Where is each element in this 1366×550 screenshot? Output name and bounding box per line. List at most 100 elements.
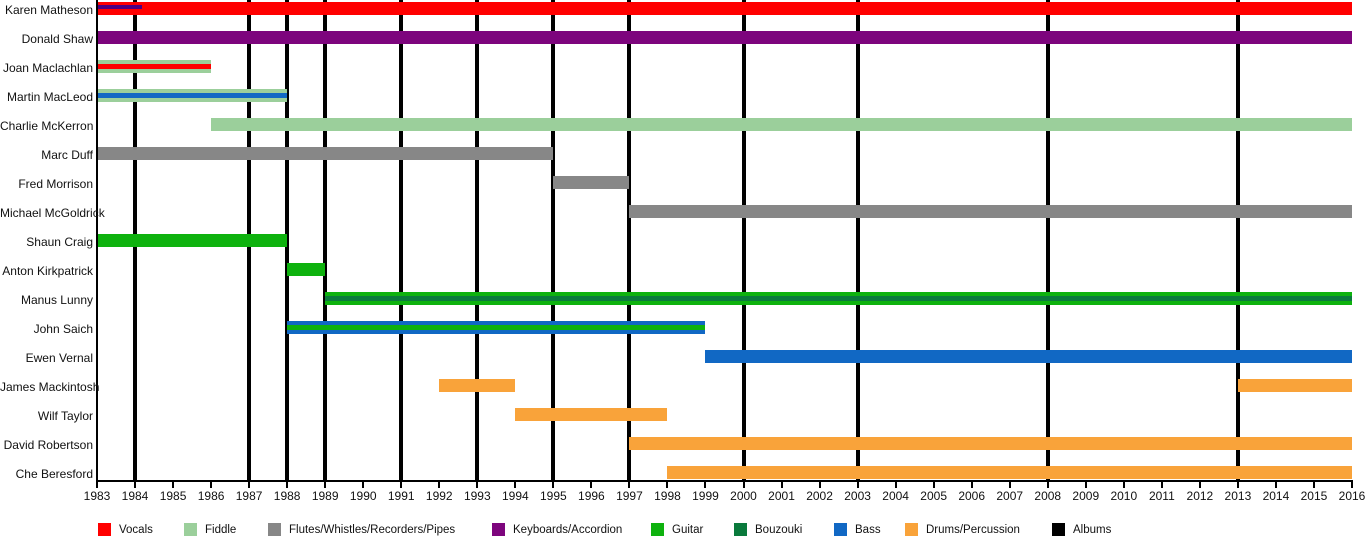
album-line-1993 [475,0,480,481]
legend-swatch-flutes [268,523,281,536]
x-tick-label-2002: 2002 [806,489,833,503]
x-tick-label-1988: 1988 [273,489,301,503]
legend-label-bouzouki: Bouzouki [755,524,803,536]
x-tick-label-1999: 1999 [692,489,719,503]
x-tick-label-2015: 2015 [1300,489,1328,503]
timeline-bar-michael-mcgoldrick-0 [629,205,1352,218]
x-tick-label-1994: 1994 [501,489,529,503]
legend-label-fiddle: Fiddle [205,524,237,536]
timeline-bar-david-robertson-0 [629,437,1352,450]
bar-overlay-overlay_purple [98,5,142,9]
timeline-bar-shaun-craig-0 [97,234,288,247]
legend-swatch-guitar [651,523,664,536]
x-tick-label-2005: 2005 [920,489,947,503]
album-line-2000 [741,0,746,481]
x-tick-label-2009: 2009 [1072,489,1100,503]
x-tick-label-1986: 1986 [197,489,225,503]
y-axis-line [96,0,98,481]
legend-swatch-fiddle [184,523,197,536]
row-label-karen-matheson: Karen Matheson [4,2,93,17]
x-axis-line [96,480,1353,482]
row-label-fred-morrison: Fred Morrison [18,176,93,191]
x-tick-1986 [210,482,213,488]
timeline-bar-fred-morrison-0 [553,176,630,189]
x-tick-1992 [438,482,441,488]
x-tick-1991 [400,482,403,488]
x-tick-2002 [818,482,821,488]
x-tick-2000 [742,482,745,488]
x-tick-2005 [932,482,935,488]
row-label-anton-kirkpatrick: Anton Kirkpatrick [2,263,93,278]
x-tick-2009 [1084,482,1087,488]
x-tick-label-1997: 1997 [616,489,643,503]
row-label-manus-lunny: Manus Lunny [20,292,93,307]
row-label-joan-maclachlan: Joan Maclachlan [2,60,93,75]
bar-stripe-vocals [97,64,212,69]
x-tick-1990 [362,482,365,488]
x-tick-2011 [1160,482,1163,488]
x-tick-1984 [134,482,137,488]
legend-swatch-bouzouki [734,523,747,536]
x-tick-label-1987: 1987 [235,489,263,503]
x-tick-label-1995: 1995 [540,489,567,503]
legend-swatch-drums [905,523,918,536]
x-tick-2004 [894,482,897,488]
x-tick-label-2011: 2011 [1148,489,1175,503]
x-tick-1989 [324,482,327,488]
x-tick-label-1990: 1990 [349,489,377,503]
legend-swatch-bass [834,523,847,536]
x-tick-2001 [780,482,783,488]
x-tick-label-2007: 2007 [996,489,1024,503]
x-tick-label-1992: 1992 [425,489,453,503]
x-tick-1995 [552,482,555,488]
row-label-john-saich: John Saich [33,321,93,336]
x-tick-label-2000: 2000 [730,489,757,503]
timeline-bar-martin-macleod-0 [97,89,288,102]
row-label-james-mackintosh: James Mackintosh [0,379,100,394]
legend-swatch-vocals [98,523,111,536]
row-label-che-beresford: Che Beresford [15,466,93,481]
x-tick-1988 [286,482,289,488]
x-tick-label-1984: 1984 [121,489,149,503]
x-tick-2010 [1122,482,1125,488]
album-line-1995 [551,0,556,481]
timeline-bar-manus-lunny-0 [325,292,1352,305]
x-tick-1985 [172,482,175,488]
timeline-bar-anton-kirkpatrick-0 [287,263,326,276]
legend-swatch-albums [1052,523,1065,536]
x-tick-2006 [970,482,973,488]
album-line-1991 [399,0,404,481]
row-label-david-robertson: David Robertson [3,437,93,452]
timeline-bar-james-mackintosh-1 [1237,379,1352,392]
legend-label-keyboards-accordion: Keyboards/Accordion [513,524,623,536]
x-tick-label-2008: 2008 [1034,489,1062,503]
legend-swatch-keyboards [492,523,505,536]
album-line-1988 [285,0,290,481]
legend-label-albums: Albums [1073,524,1112,536]
row-label-charlie-mckerron: Charlie McKerron [0,118,94,133]
x-tick-label-2006: 2006 [958,489,986,503]
x-tick-label-2010: 2010 [1110,489,1138,503]
album-line-1997 [627,0,632,481]
legend-label-vocals: Vocals [119,524,153,536]
row-label-shaun-craig: Shaun Craig [26,234,93,249]
timeline-bar-karen-matheson-0 [97,2,1352,15]
x-tick-2013 [1236,482,1239,488]
timeline-bar-che-beresford-0 [667,466,1352,479]
row-label-michael-mcgoldrick: Michael McGoldrick [0,205,105,220]
x-tick-label-1989: 1989 [311,489,339,503]
x-tick-label-1998: 1998 [654,489,681,503]
x-tick-1998 [666,482,669,488]
x-tick-1994 [514,482,517,488]
x-tick-1993 [476,482,479,488]
x-tick-2015 [1312,482,1315,488]
bar-stripe-guitar [287,325,706,330]
x-tick-label-2012: 2012 [1186,489,1214,503]
row-label-marc-duff: Marc Duff [41,147,93,162]
legend-label-drums-percussion: Drums/Percussion [926,524,1020,536]
row-label-martin-macleod: Martin MacLeod [6,89,93,104]
bar-stripe-bass [97,93,288,98]
timeline-bar-joan-maclachlan-0 [97,60,212,73]
album-line-2003 [855,0,860,481]
